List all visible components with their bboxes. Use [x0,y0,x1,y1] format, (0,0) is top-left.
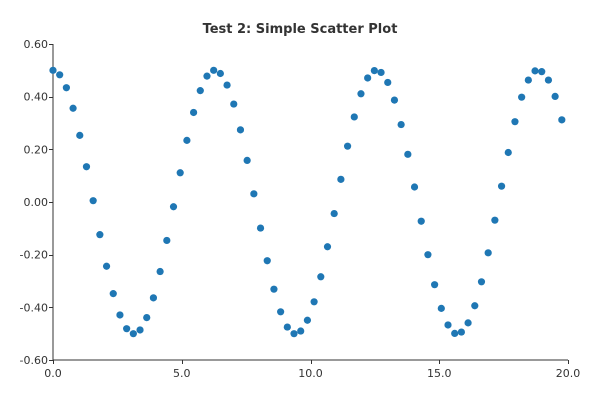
scatter-point [377,68,385,77]
scatter-point [343,142,352,150]
scatter-point [236,126,245,134]
scatter-point [297,327,305,335]
scatter-point [451,329,459,338]
scatter-point [404,150,412,158]
scatter-point [337,175,345,183]
scatter-point [123,325,131,333]
scatter-point [89,197,97,205]
scatter-point [471,302,479,310]
scatter-point [531,67,539,75]
scatter-point [444,321,452,329]
scatter-point [283,323,291,331]
scatter-point [538,68,546,76]
scatter-point [243,156,251,164]
y-tick-label: 0.40 [24,91,49,104]
y-tick-label: 0.20 [24,143,49,156]
scatter-point [384,78,392,87]
scatter-point [518,93,526,101]
y-tick-label: -0.20 [20,249,48,262]
x-tick-label: 15.0 [427,367,452,380]
scatter-point [504,148,512,157]
scatter-point [464,319,472,327]
axes: 0.60 0.40 0.20 0.00 -0.20 -0.40 -0.600.0 5.0 10.… [20,38,581,380]
scatter-point [163,236,171,245]
scatter-point [317,273,325,281]
scatter-point [82,163,91,171]
scatter-point [230,100,238,108]
scatter-point [484,249,492,257]
scatter-point [156,267,164,276]
scatter-point [176,169,184,177]
scatter-point [250,190,258,198]
x-tick-label: 0.0 [44,367,62,380]
chart-title: Test 2: Simple Scatter Plot [203,22,398,37]
scatter-point [431,281,439,289]
scatter-point [196,87,204,95]
scatter-point [263,257,271,265]
scatter-point [109,290,117,298]
scatter-point [310,298,318,306]
y-tick-label: -0.40 [20,301,48,314]
scatter-point [69,104,77,112]
scatter-point [551,92,559,101]
scatter-point [357,90,365,98]
scatter-point [370,66,378,75]
scatter-point [102,262,111,270]
scatter-point [544,76,553,84]
scatter-point [49,66,57,74]
scatter-point [116,311,124,319]
scatter-point [524,76,532,84]
scatter-point [323,243,332,251]
scatter-point [558,116,566,124]
scatter-point [303,316,312,324]
scatter-point [76,131,84,139]
data-points [49,66,566,338]
scatter-point [223,81,231,89]
scatter-point [511,118,519,126]
scatter-point [410,183,419,191]
scatter-point [203,72,211,80]
scatter-point [390,96,399,104]
scatter-point [417,217,425,225]
scatter-point [290,330,298,338]
scatter-point [210,66,218,74]
scatter-point [364,74,372,82]
y-tick-label: 0.60 [24,38,49,51]
scatter-point [149,294,158,302]
y-tick-label: 0.00 [24,196,49,209]
scatter-point [136,326,144,334]
scatter-point [169,203,178,211]
scatter-point [330,209,338,218]
scatter-point [129,330,137,338]
scatter-point [216,69,224,78]
scatter-point [62,84,70,92]
scatter-point [189,108,198,117]
scatter-point [491,216,499,224]
scatter-point [270,285,278,293]
x-tick-label: 10.0 [298,367,323,380]
scatter-point [424,251,432,259]
scatter-point [277,308,285,316]
scatter-point [143,314,151,322]
scatter-point [56,71,64,79]
scatter-point [397,120,405,129]
scatter-point [437,304,445,312]
scatter-point [350,113,358,121]
scatter-point [183,136,191,144]
scatter-point [96,231,104,239]
scatter-point [477,278,486,286]
x-tick-label: 5.0 [173,367,191,380]
x-tick-label: 20.0 [556,367,581,380]
scatter-point [457,328,465,336]
scatter-point [256,224,265,232]
y-tick-label: -0.60 [20,354,48,367]
scatter-point [497,182,506,190]
